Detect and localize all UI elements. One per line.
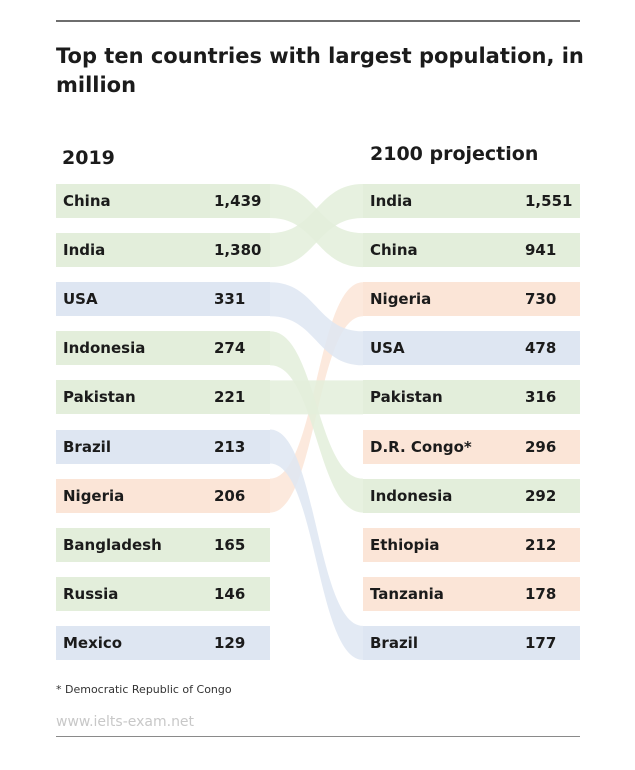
country-name: USA <box>370 339 405 358</box>
population-value: 1,439 <box>214 192 262 210</box>
population-value: 165 <box>214 535 246 554</box>
left-row-indonesia: Indonesia 274 <box>56 331 270 366</box>
left-row-pakistan: Pakistan 221 <box>56 380 270 415</box>
right-row-indonesia: Indonesia 292 <box>363 478 580 513</box>
country-name: Brazil <box>63 437 111 456</box>
population-value: 177 <box>525 633 557 652</box>
country-name: Pakistan <box>370 388 443 407</box>
population-value: 296 <box>525 437 557 456</box>
population-value: 206 <box>214 486 246 505</box>
population-value: 316 <box>525 388 557 407</box>
right-row-india: India 1,551 <box>363 184 580 218</box>
ribbon-indonesia <box>270 331 363 513</box>
country-name: Nigeria <box>63 486 125 505</box>
population-value: 213 <box>214 437 246 456</box>
country-name: Indonesia <box>370 486 453 505</box>
population-value: 331 <box>214 290 246 309</box>
country-name: Russia <box>63 584 119 603</box>
population-value: 146 <box>214 584 246 603</box>
population-value: 730 <box>525 290 557 309</box>
left-row-brazil: Brazil 213 <box>56 429 270 464</box>
ribbon-china <box>270 184 363 268</box>
country-name: Bangladesh <box>63 535 162 554</box>
bottom-rule <box>56 736 580 737</box>
population-value: 478 <box>525 339 557 358</box>
right-row-china: China 941 <box>363 233 580 268</box>
header-2019: 2019 <box>62 147 115 169</box>
ribbon-pakistan <box>270 380 363 415</box>
left-row-china: China 1,439 <box>56 184 270 218</box>
left-row-bangladesh: Bangladesh 165 <box>56 527 270 562</box>
country-name: Mexico <box>63 633 123 652</box>
population-value: 1,380 <box>214 241 262 260</box>
footnote: * Democratic Republic of Congo <box>56 683 232 696</box>
population-value: 1,551 <box>525 192 573 210</box>
country-name: USA <box>63 290 98 309</box>
population-value: 941 <box>525 241 557 260</box>
country-name: Pakistan <box>63 388 136 407</box>
population-value: 221 <box>214 388 246 407</box>
ribbon-usa <box>270 282 363 366</box>
right-row-d-r-congo: D.R. Congo* 296 <box>363 429 580 464</box>
right-row-pakistan: Pakistan 316 <box>363 380 580 415</box>
population-value: 292 <box>525 486 557 505</box>
source-watermark: www.ielts-exam.net <box>56 714 195 730</box>
country-name: Nigeria <box>370 290 432 309</box>
population-value: 274 <box>214 339 246 358</box>
chart-title: Top ten countries with largest populatio… <box>56 44 584 97</box>
country-name: India <box>370 192 413 210</box>
country-name: Tanzania <box>370 584 444 603</box>
left-row-india: India 1,380 <box>56 233 270 268</box>
right-row-usa: USA 478 <box>363 331 580 366</box>
country-name: D.R. Congo* <box>370 437 472 456</box>
country-name: Brazil <box>370 633 418 652</box>
right-row-brazil: Brazil 177 <box>363 625 580 660</box>
country-name: Ethiopia <box>370 535 440 554</box>
left-row-nigeria: Nigeria 206 <box>56 478 270 513</box>
left-row-russia: Russia 146 <box>56 576 270 611</box>
top-rule <box>56 20 580 22</box>
ribbon-brazil <box>270 429 363 660</box>
country-name: China <box>63 192 111 210</box>
left-row-mexico: Mexico 129 <box>56 625 270 660</box>
right-row-tanzania: Tanzania 178 <box>363 576 580 611</box>
country-name: China <box>370 241 418 260</box>
right-row-nigeria: Nigeria 730 <box>363 282 580 317</box>
population-value: 212 <box>525 535 557 554</box>
population-value: 129 <box>214 633 246 652</box>
population-value: 178 <box>525 584 557 603</box>
header-2100-projection: 2100 projection <box>370 143 539 165</box>
right-row-ethiopia: Ethiopia 212 <box>363 527 580 562</box>
left-row-usa: USA 331 <box>56 282 270 317</box>
country-name: India <box>63 241 106 260</box>
country-name: Indonesia <box>63 339 146 358</box>
